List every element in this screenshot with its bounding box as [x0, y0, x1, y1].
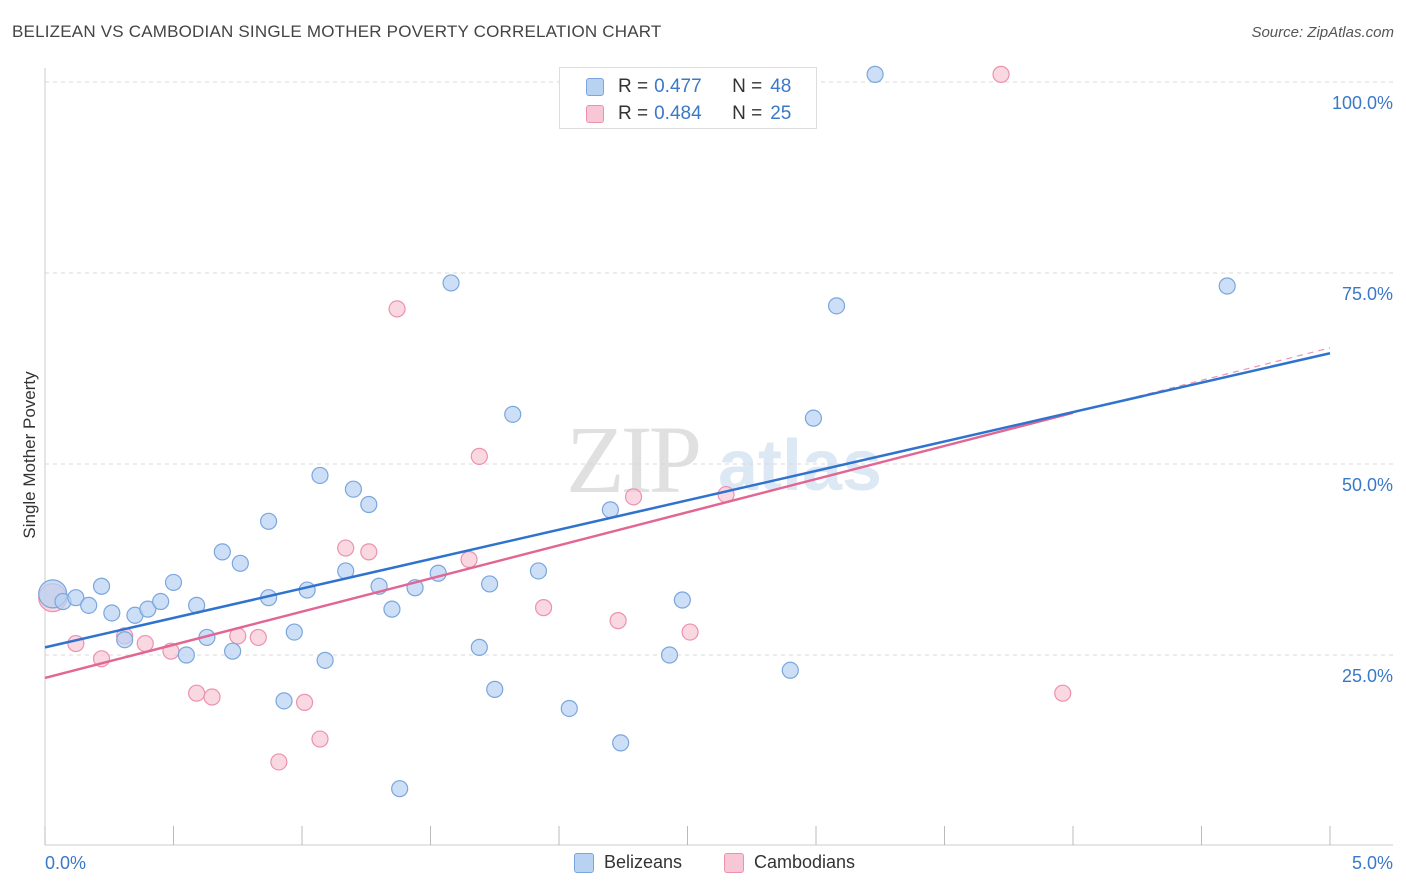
legend-item-belizeans[interactable]: Belizeans	[574, 852, 682, 873]
r-label: R =	[618, 76, 649, 97]
cambodian-point	[534, 599, 553, 617]
cambodian-point	[624, 488, 643, 506]
y-tick-label: 50.0%	[1342, 475, 1393, 495]
belizean-point	[504, 405, 522, 423]
y-tick-labels: 25.0% 50.0% 75.0% 100.0%	[1332, 93, 1393, 686]
belizean-point	[285, 623, 303, 641]
belizean-point	[391, 780, 409, 798]
cambodian-point	[992, 65, 1010, 83]
cambodian-point	[1054, 684, 1072, 702]
cambodian-point	[360, 543, 378, 561]
cambodian-swatch	[724, 852, 744, 873]
belizean-point	[298, 581, 316, 599]
belizean-point	[152, 592, 170, 611]
belizean-point	[781, 661, 799, 679]
legend-row-belizeans: R = 0.477 N = 48	[586, 74, 791, 100]
trend-lines	[44, 347, 1331, 680]
r-label: R =	[618, 103, 649, 124]
belizean-swatch	[574, 852, 594, 873]
n-label: N =	[732, 103, 763, 124]
belizean-point	[80, 596, 98, 614]
cambodian-point	[203, 688, 221, 706]
belizean-point	[560, 699, 578, 718]
belizean-point	[529, 562, 548, 580]
belizean-point	[344, 480, 362, 498]
belizean-point	[660, 646, 679, 664]
cambodian-point	[681, 623, 699, 641]
cambodian-point	[136, 634, 154, 653]
belizean-point	[103, 604, 121, 622]
belizean-point	[213, 543, 231, 561]
legend-label-belizeans: Belizeans	[604, 852, 683, 872]
belizean-point	[804, 409, 823, 427]
cambodian-point	[460, 550, 478, 569]
legend-item-cambodians[interactable]: Cambodians	[724, 852, 855, 873]
belizean-point	[442, 274, 460, 292]
belizean-point	[360, 495, 378, 514]
cambodian-point	[295, 693, 314, 711]
axes	[44, 68, 1393, 846]
y-tick-label: 100.0%	[1332, 93, 1393, 113]
cambodian-point	[270, 753, 288, 771]
gridlines	[45, 81, 1393, 656]
cambodian-point	[249, 628, 267, 647]
cambodian-point	[311, 730, 329, 748]
cambodian-point	[470, 447, 488, 465]
r-value: 0.477	[654, 76, 702, 97]
belizean-point	[486, 680, 504, 698]
belizean-point	[164, 573, 183, 592]
chart-title: BELIZEAN VS CAMBODIAN SINGLE MOTHER POVE…	[12, 22, 662, 41]
n-label: N =	[732, 76, 763, 97]
belizean-point	[67, 589, 85, 607]
belizean-point	[316, 651, 334, 669]
belizean-swatch	[586, 78, 604, 96]
cambodian-point	[609, 612, 627, 630]
belizean-point	[92, 577, 111, 595]
belizean-point	[275, 692, 293, 710]
belizean-point	[259, 512, 278, 530]
belizean-point	[139, 600, 157, 618]
belizean-point	[827, 297, 846, 315]
cambodian-points	[38, 65, 1072, 771]
series-legend: Belizeans Cambodians	[0, 852, 1406, 878]
x-max-label: 5.0%	[1352, 853, 1393, 873]
stats-legend: R = 0.477 N = 48 R = 0.484 N = 25	[559, 67, 817, 129]
belizean-point	[224, 642, 242, 660]
cambodian-point	[337, 539, 355, 557]
watermark-atlas: atlas	[718, 426, 882, 506]
y-tick-label: 25.0%	[1342, 666, 1393, 686]
x-min-label: 0.0%	[45, 853, 86, 873]
legend-label-cambodians: Cambodians	[754, 852, 856, 872]
belizean-point	[177, 646, 195, 664]
belizean-point	[673, 591, 691, 609]
source-label: Source: ZipAtlas.com	[1251, 24, 1394, 41]
belizean-trend-line	[44, 352, 1331, 649]
belizean-point	[1218, 277, 1236, 295]
cambodian-point	[388, 300, 406, 318]
belizean-point	[116, 631, 134, 649]
legend-row-cambodians: R = 0.484 N = 25	[586, 101, 791, 127]
belizean-point	[866, 65, 884, 83]
n-value: 48	[770, 76, 792, 97]
cambodian-swatch	[586, 105, 604, 123]
belizean-point	[470, 638, 488, 656]
y-axis-title: Single Mother Poverty	[20, 371, 39, 539]
cambodian-point	[188, 684, 206, 702]
belizean-point	[311, 466, 329, 485]
belizean-point	[612, 734, 630, 752]
n-value: 25	[770, 103, 792, 124]
belizean-point	[383, 600, 401, 618]
y-tick-label: 75.0%	[1342, 284, 1393, 304]
belizean-point	[481, 575, 499, 593]
belizean-point	[231, 554, 249, 572]
cambodian-trend-line	[44, 411, 1074, 680]
r-value: 0.484	[654, 103, 702, 124]
